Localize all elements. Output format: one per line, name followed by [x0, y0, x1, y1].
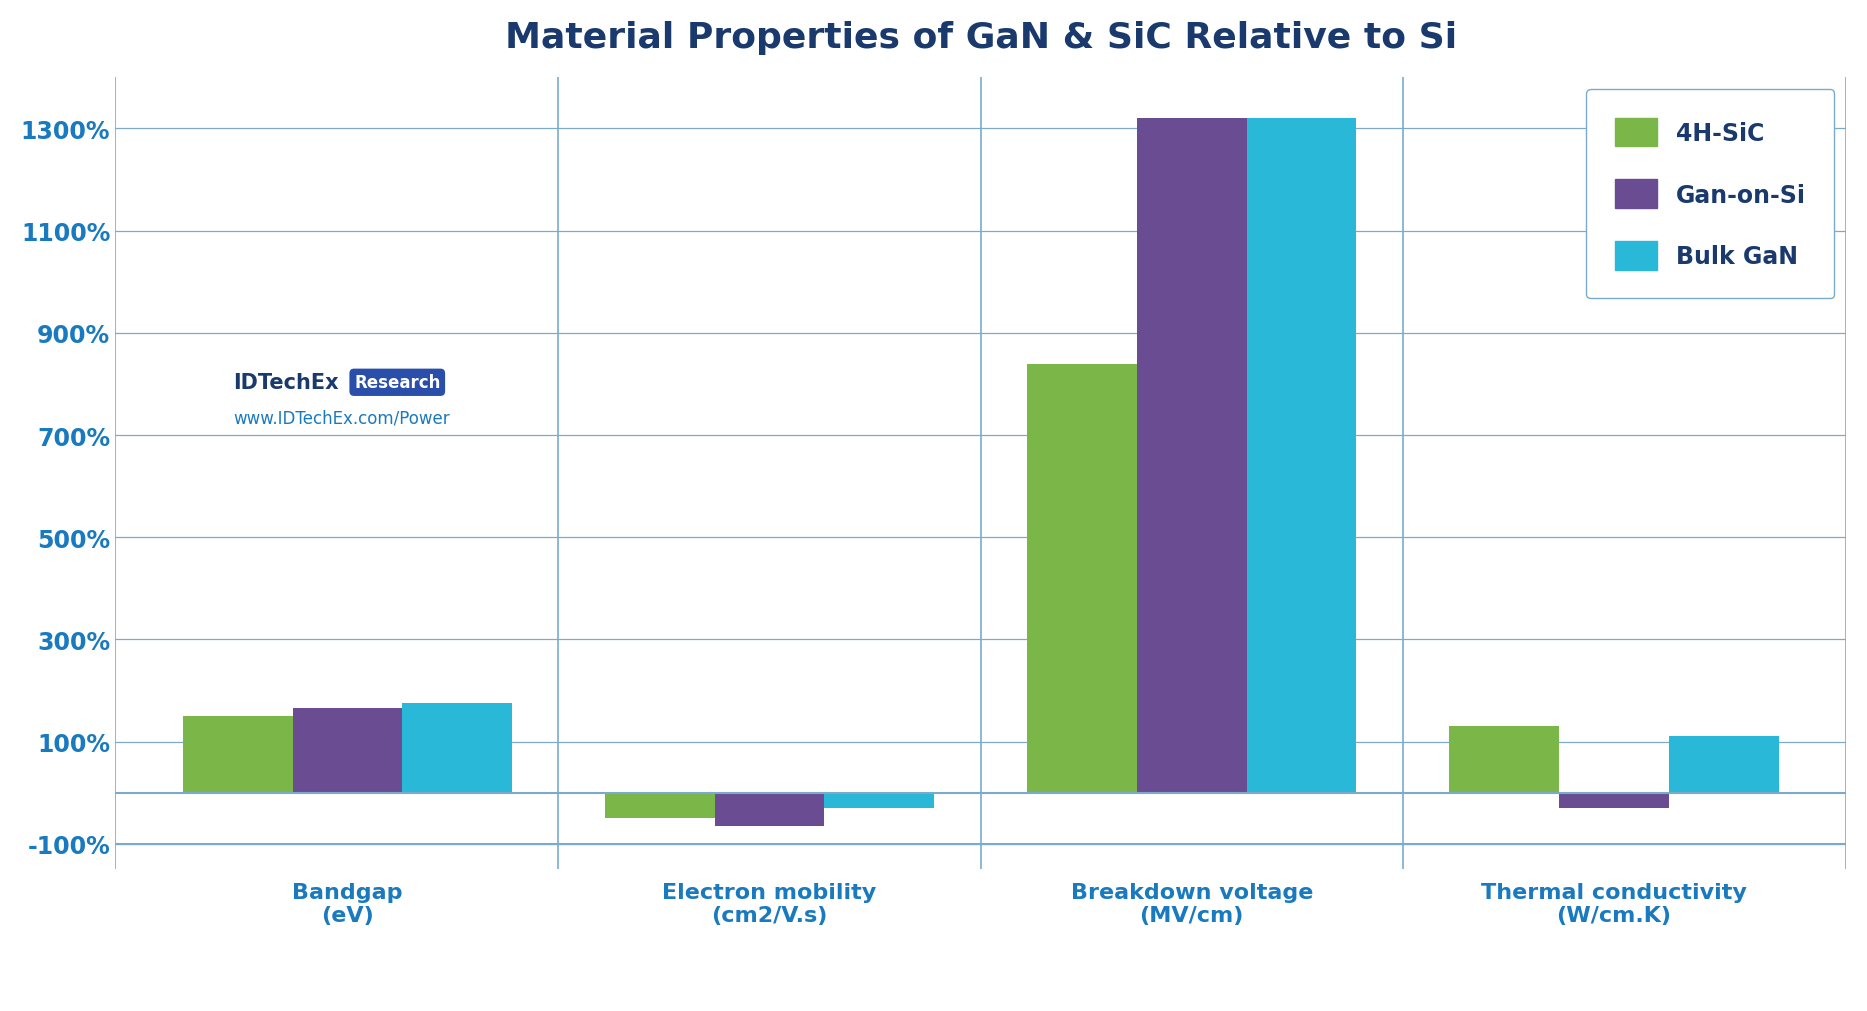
Text: Thermal conductivity
(W/cm.K): Thermal conductivity (W/cm.K) [1481, 883, 1748, 925]
Bar [183, 717, 293, 793]
Bar [1247, 119, 1357, 793]
Text: Bandgap
(eV): Bandgap (eV) [291, 883, 403, 925]
Bar [1027, 364, 1137, 793]
Bar [401, 704, 512, 793]
Bar [293, 709, 401, 793]
Legend: 4H-SiC, Gan-on-Si, Bulk GaN: 4H-SiC, Gan-on-Si, Bulk GaN [1587, 90, 1835, 299]
Bar [715, 793, 825, 826]
Bar [1559, 793, 1669, 808]
Bar [1137, 119, 1247, 793]
Bar [1449, 727, 1559, 793]
Title: Material Properties of GaN & SiC Relative to Si: Material Properties of GaN & SiC Relativ… [504, 21, 1456, 55]
Bar [605, 793, 715, 819]
Text: IDTechEx: IDTechEx [233, 373, 338, 393]
Bar [1669, 737, 1779, 793]
Text: Breakdown voltage
(MV/cm): Breakdown voltage (MV/cm) [1070, 883, 1313, 925]
Bar [825, 793, 934, 808]
Text: www.IDTechEx.com/Power: www.IDTechEx.com/Power [233, 409, 450, 428]
Text: Research: Research [355, 374, 441, 392]
Text: Electron mobility
(cm2/V.s): Electron mobility (cm2/V.s) [663, 883, 877, 925]
